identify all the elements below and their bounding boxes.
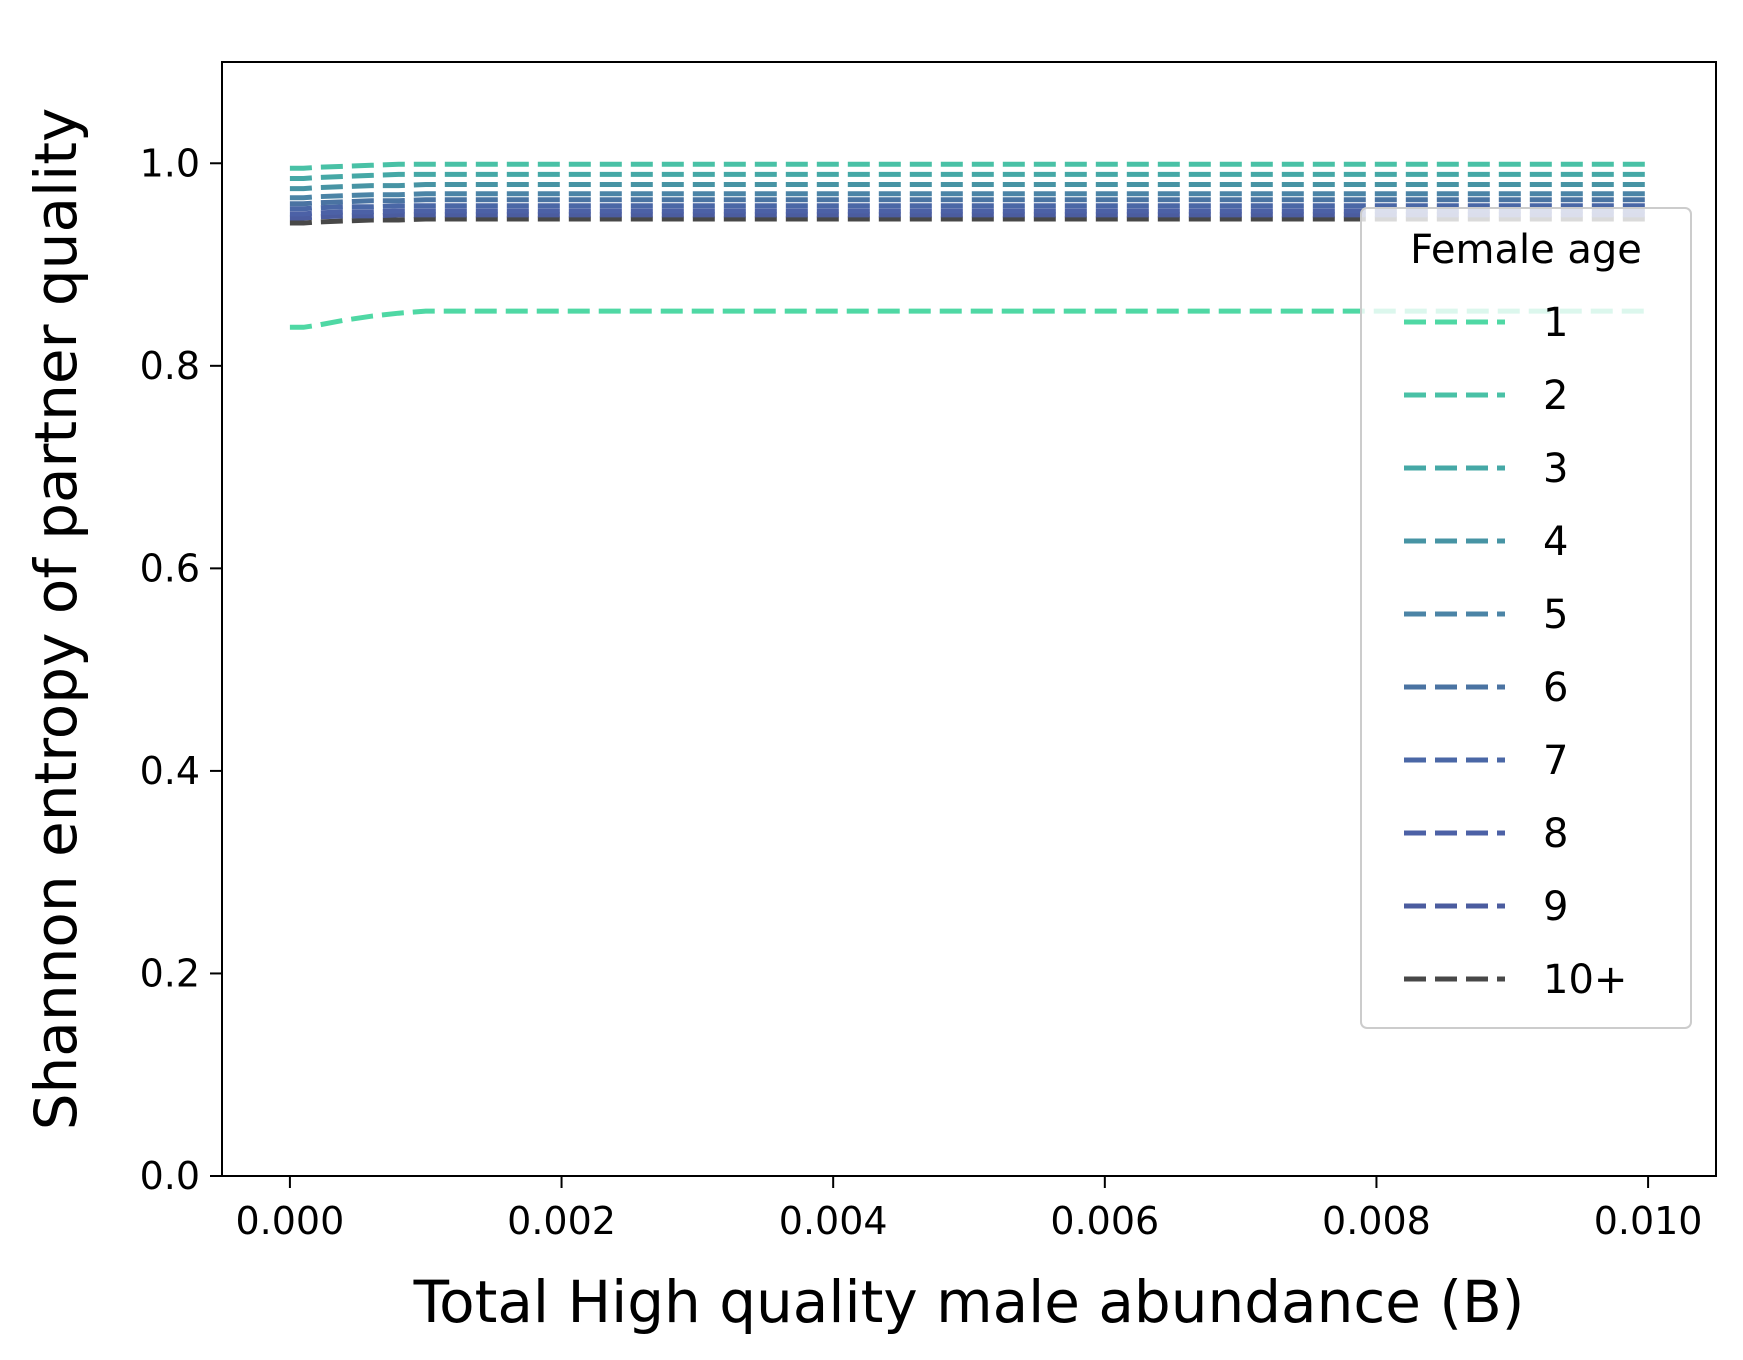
legend-label: 9 [1543,884,1568,930]
legend-label: 6 [1543,665,1568,711]
legend-item: 8 [1404,811,1568,857]
y-tick-label: 0.8 [140,344,200,388]
legend-label: 3 [1543,446,1568,492]
x-tick-label: 0.006 [1050,1199,1159,1243]
x-tick-label: 0.004 [779,1199,888,1243]
y-axis-label: Shannon entropy of partner quality [22,108,90,1131]
x-tick-label: 0.000 [236,1199,345,1243]
plot-frame [221,61,1717,1177]
legend-item: 4 [1404,519,1568,565]
legend-item: 1 [1404,300,1568,346]
legend-label: 4 [1543,519,1568,565]
legend-item: 3 [1404,446,1568,492]
x-tick-label: 0.002 [507,1199,616,1243]
x-tick-label: 0.008 [1322,1199,1431,1243]
y-tick-label: 0.6 [140,546,200,590]
legend-label: 5 [1543,592,1568,638]
x-axis: 0.000 0.002 0.004 0.006 0.008 0.010 [236,1176,1703,1243]
y-tick-label: 1.0 [140,141,200,185]
legend-label: 2 [1543,373,1568,419]
legend-item: 7 [1404,738,1568,784]
legend: Female age 1 2 3 4 5 6 7 8 9 10+ [1360,207,1692,1029]
x-axis-label: Total High quality male abundance (B) [413,1268,1525,1336]
y-tick-label: 0.0 [140,1154,200,1198]
legend-label: 7 [1543,738,1568,784]
y-tick-label: 0.4 [140,749,200,793]
y-axis: 0.0 0.2 0.4 0.6 0.8 1.0 [140,141,222,1198]
legend-label: 1 [1543,300,1568,346]
legend-label: 10+ [1543,957,1627,1003]
legend-title: Female age [1410,227,1642,273]
legend-entries: 1 2 3 4 5 6 7 8 9 10+ [1404,300,1627,1003]
legend-box [1360,207,1692,1029]
y-tick-label: 0.2 [140,951,200,995]
legend-label: 8 [1543,811,1568,857]
legend-item: 2 [1404,373,1568,419]
legend-item: 9 [1404,884,1568,930]
x-tick-label: 0.010 [1594,1199,1703,1243]
legend-item: 5 [1404,592,1568,638]
legend-item: 6 [1404,665,1568,711]
legend-item: 10+ [1404,957,1627,1003]
